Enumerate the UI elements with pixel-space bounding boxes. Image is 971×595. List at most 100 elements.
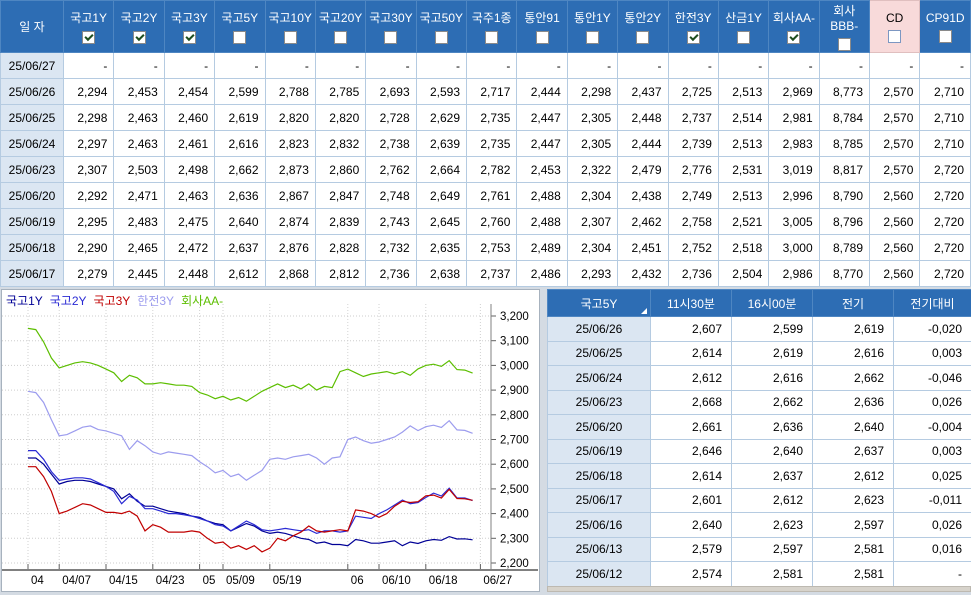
value-cell: 2,847 [314, 182, 367, 209]
value-cell: 2,873 [264, 156, 316, 183]
column-checkbox-한전3Y[interactable] [686, 31, 700, 44]
column-checkbox-국고50Y[interactable] [434, 31, 448, 44]
detail-table-row: 25/06/12 2,574 2,581 2,581- [547, 561, 971, 587]
value-cell: 2,867 [264, 182, 316, 209]
column-checkbox-CD[interactable] [888, 29, 902, 43]
value-cell: 2,635 [415, 234, 468, 261]
value-cell-1600: 2,623 [731, 512, 813, 538]
column-header-stack: CP91D [920, 11, 970, 43]
value-cell: 2,503 [113, 156, 165, 183]
value-cell: - [163, 52, 216, 79]
horizontal-scrollbar[interactable] [547, 586, 971, 592]
detail-table-row: 25/06/25 2,614 2,619 2,616 0,003 [547, 340, 971, 366]
date-cell: 25/06/23 [0, 156, 64, 183]
column-checkbox-국고1Y[interactable] [82, 31, 96, 44]
value-cell-1130: 2,646 [650, 438, 732, 464]
column-checkbox-산금1Y[interactable] [737, 31, 751, 44]
date-cell: 25/06/16 [547, 512, 651, 538]
date-cell: 25/06/20 [547, 414, 651, 440]
value-cell: 2,752 [667, 234, 719, 261]
value-cell-1600: 2,640 [731, 438, 813, 464]
value-cell-1600: 2,616 [731, 365, 813, 391]
value-cell: 2,735 [465, 130, 518, 157]
value-cell: 2,444 [516, 78, 568, 105]
detail-table-row: 25/06/19 2,646 2,640 2,637 0,003 [547, 438, 971, 464]
value-cell: - [264, 52, 316, 79]
value-cell-change: - [893, 561, 971, 587]
value-cell: 2,560 [868, 182, 921, 209]
value-cell: 2,432 [617, 260, 669, 287]
detail-sort-column-header[interactable]: 국고5Y [547, 289, 651, 317]
column-checkbox-국고5Y[interactable] [233, 31, 247, 44]
column-checkbox-회사BBB-[interactable] [837, 38, 851, 51]
detail-table-row: 25/06/23 2,668 2,662 2,636 0,026 [547, 389, 971, 415]
svg-text:2,700: 2,700 [500, 435, 529, 447]
value-cell: 2,560 [868, 234, 921, 261]
value-cell: - [717, 52, 770, 79]
column-label: 국고10Y [268, 11, 312, 25]
value-cell: 3,005 [768, 208, 820, 235]
column-checkbox-통안2Y[interactable] [636, 31, 650, 44]
column-header-국고3Y: 국고3Y [163, 0, 216, 53]
column-checkbox-국고3Y[interactable] [182, 31, 196, 44]
value-cell: 2,645 [415, 208, 468, 235]
column-header-국고2Y: 국고2Y [113, 0, 165, 53]
date-cell: 25/06/17 [0, 260, 64, 287]
column-header-stack: CD [870, 11, 919, 43]
value-cell: 8,773 [818, 78, 871, 105]
legend-item-국고2Y: 국고2Y [49, 294, 87, 308]
detail-table-row: 25/06/18 2,614 2,637 2,612 0,025 [547, 463, 971, 489]
value-cell: 2,463 [113, 104, 165, 131]
value-cell-change: -0,046 [893, 365, 971, 391]
column-header-stack: 통안2Y [618, 9, 667, 44]
value-cell: 2,504 [717, 260, 770, 287]
detail-table-row: 25/06/26 2,607 2,599 2,619 -0,020 [547, 316, 971, 342]
column-checkbox-국고10Y[interactable] [283, 31, 297, 44]
rates-chart-panel: 국고1Y 국고2Y 국고3Y 한전3Y 회사AA- 04 04/07 04/15 04/23 0… [1, 289, 540, 592]
value-cell: - [566, 52, 619, 79]
column-header-국고20Y: 국고20Y [314, 0, 367, 53]
date-cell: 25/06/25 [0, 104, 64, 131]
column-checkbox-CP91D[interactable] [938, 29, 952, 43]
column-label: 산금1Y [725, 11, 762, 25]
column-checkbox-국고2Y[interactable] [132, 31, 146, 44]
column-header-회사AA-: 회사AA- [768, 0, 820, 53]
column-checkbox-회사AA-[interactable] [787, 31, 801, 44]
value-cell-change: -0,020 [893, 316, 971, 342]
table-row: 25/06/26 2,294 2,453 2,454 2,599 2,788 2,785 2,… [0, 78, 971, 105]
column-checkbox-국고30Y[interactable] [384, 31, 398, 44]
value-cell: 8,785 [818, 130, 871, 157]
value-cell-1130: 2,640 [650, 512, 732, 538]
value-cell-1600: 2,636 [731, 414, 813, 440]
value-cell-1130: 2,574 [650, 561, 732, 587]
value-cell: 2,828 [314, 234, 367, 261]
column-checkbox-국고20Y[interactable] [334, 31, 348, 44]
value-cell: 2,305 [566, 104, 619, 131]
date-cell: 25/06/18 [547, 463, 651, 489]
column-checkbox-통안1Y[interactable] [585, 31, 599, 44]
value-cell: - [818, 52, 871, 79]
value-cell: 2,662 [214, 156, 266, 183]
value-cell: 2,475 [163, 208, 216, 235]
value-cell: 2,445 [113, 260, 165, 287]
value-cell: 2,488 [516, 182, 568, 209]
value-cell: 2,728 [365, 104, 417, 131]
value-cell: 2,297 [62, 130, 115, 157]
svg-text:05: 05 [203, 575, 216, 587]
column-header-stack: 통안1Y [568, 9, 617, 44]
value-cell: 2,305 [566, 130, 619, 157]
series-line-국고2Y [28, 450, 473, 535]
column-label: 국고2Y [120, 11, 158, 25]
column-checkbox-통안91[interactable] [535, 31, 549, 44]
detail-table: 국고5Y 11시30분 16시00분 전기 전기대비 25/06/26 2,607 2,59… [547, 289, 971, 587]
value-cell: 2,640 [214, 208, 266, 235]
value-cell: 2,693 [365, 78, 417, 105]
value-cell: 2,293 [566, 260, 619, 287]
column-header-stack: 회사BBB- [820, 2, 869, 51]
value-cell: 2,560 [868, 260, 921, 287]
svg-text:04/23: 04/23 [156, 575, 185, 587]
legend-item-회사AA-: 회사AA- [181, 294, 224, 308]
value-cell-1130: 2,607 [650, 316, 732, 342]
column-checkbox-국주1종[interactable] [485, 31, 499, 44]
